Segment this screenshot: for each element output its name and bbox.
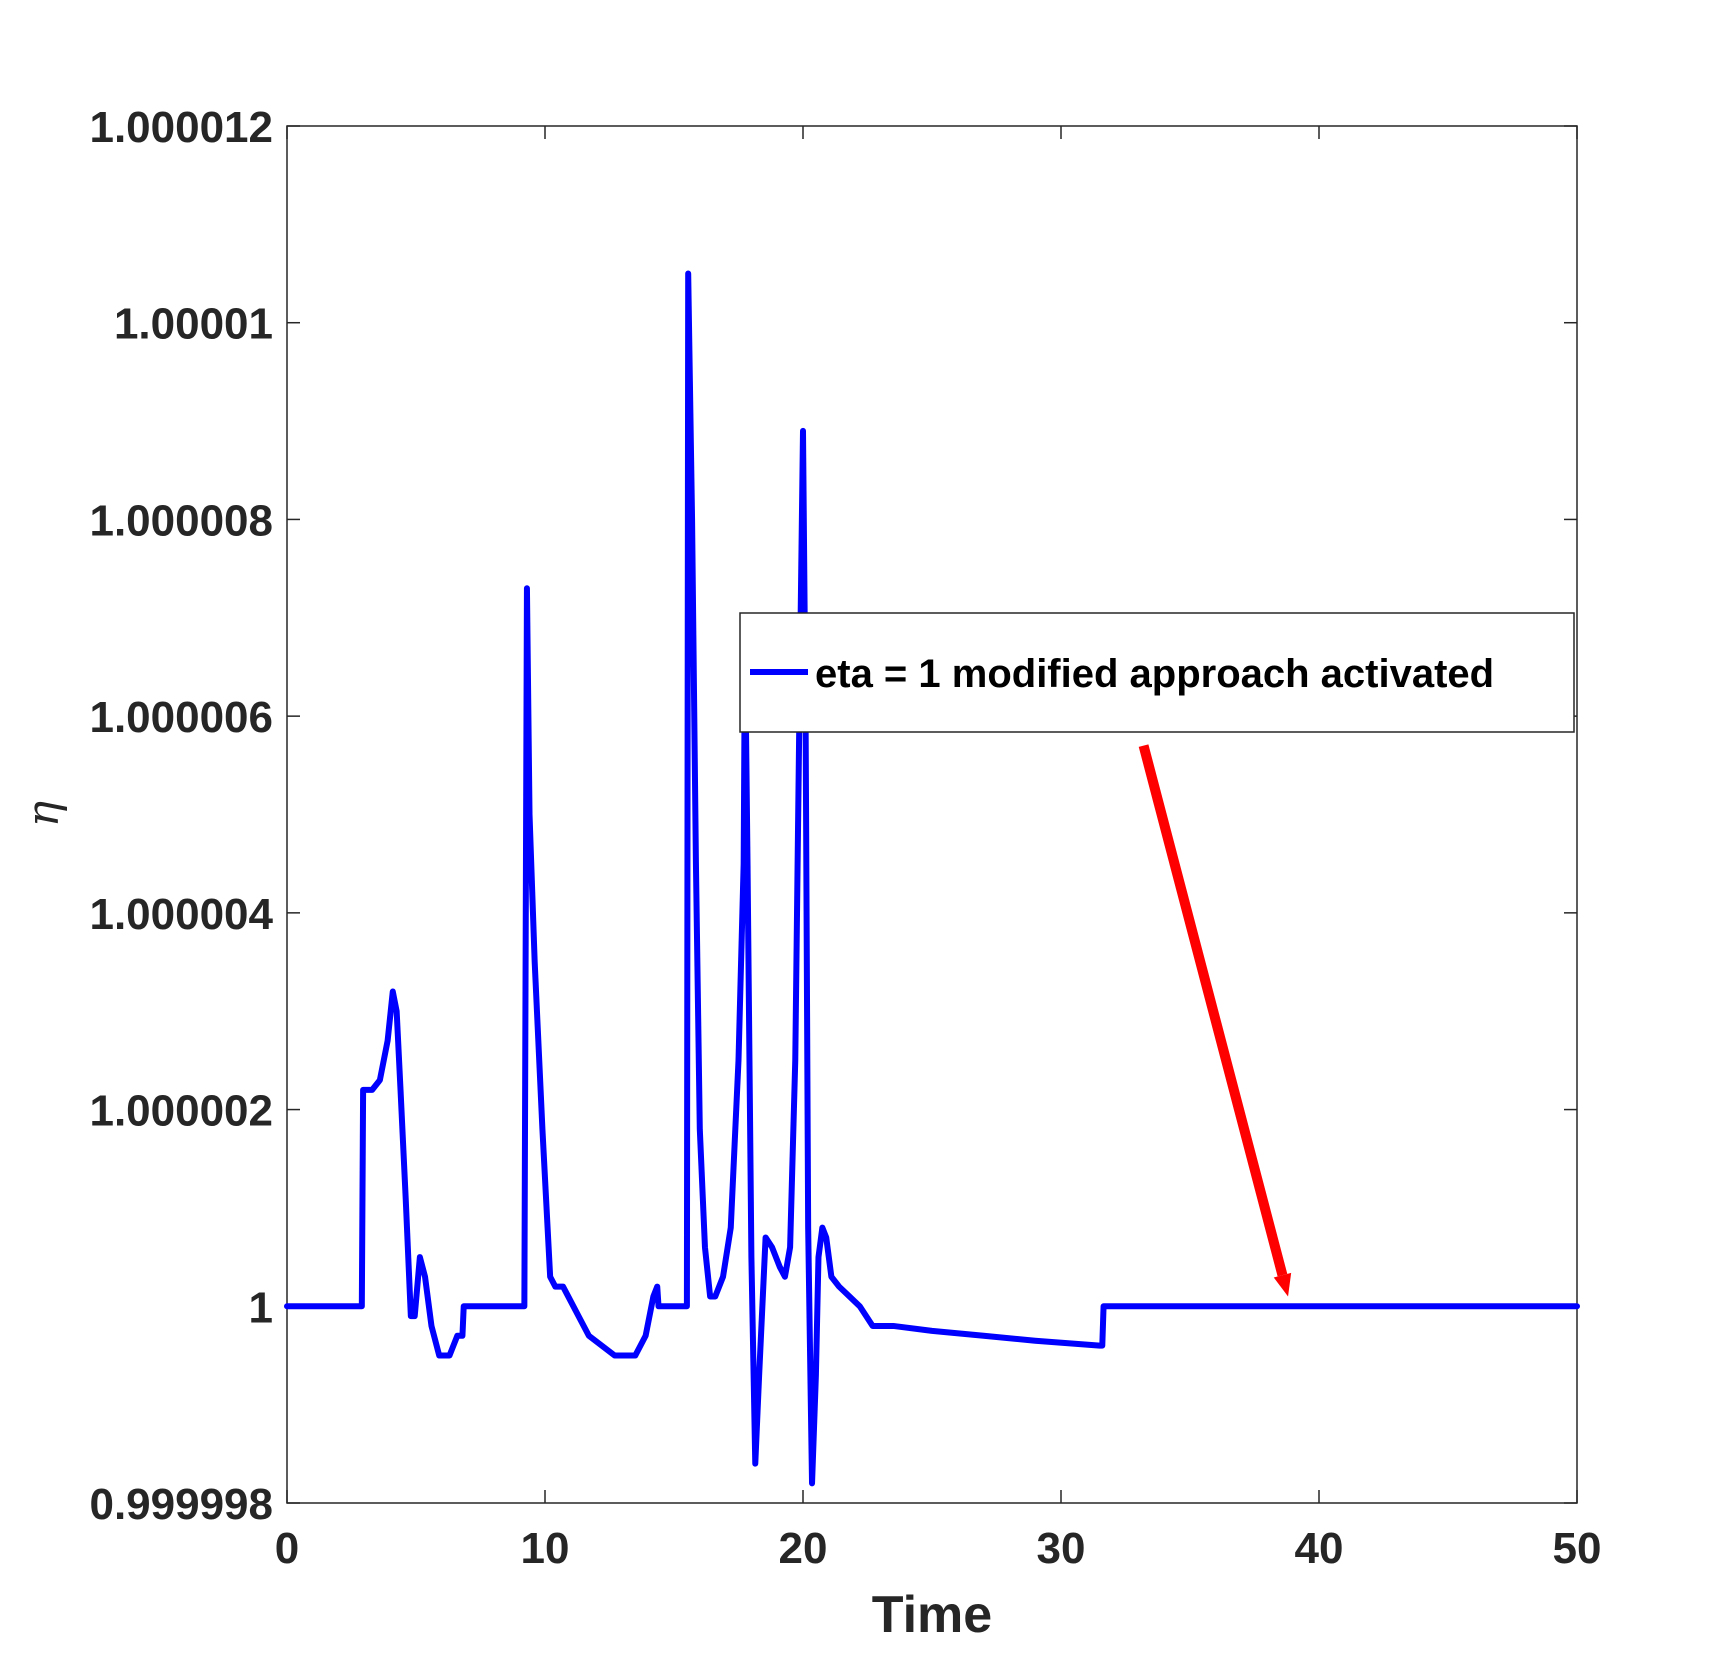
y-tick-labels: 0.999998 1 1.000002 1.000004 1.000006 1.00000…: [89, 103, 273, 1529]
y-tick-label: 1.000008: [89, 496, 273, 545]
y-tick-label: 1.000006: [89, 693, 273, 742]
x-tick-label: 10: [521, 1524, 570, 1573]
y-tick-label: 1.000004: [89, 890, 273, 939]
series-layer: [284, 270, 1580, 1487]
annotation-arrow-shaft: [1138, 744, 1288, 1277]
x-tick-label: 50: [1553, 1524, 1602, 1573]
x-tick-label: 0: [275, 1524, 299, 1573]
legend-box: [739, 612, 1575, 733]
annotation-layer: [1138, 744, 1292, 1297]
y-tick-label: 0.999998: [89, 1480, 273, 1529]
x-tick-label: 20: [779, 1524, 828, 1573]
y-tick-label: 1.000012: [89, 103, 273, 152]
series-line-0: [284, 270, 1580, 1487]
y-axis-title: η: [18, 801, 69, 827]
y-tick-label: 1: [249, 1283, 273, 1332]
y-tick-label: 1.00001: [114, 300, 273, 349]
legend-entry-label: eta = 1 modified approach activated: [815, 652, 1494, 696]
x-tick-label: 30: [1037, 1524, 1086, 1573]
x-axis-title: Time: [872, 1586, 992, 1644]
plot-area: [286, 125, 1578, 1504]
x-tick-label: 40: [1295, 1524, 1344, 1573]
legend[interactable]: eta = 1 modified approach activated: [739, 612, 1575, 733]
annotation-arrow-head: [1273, 1272, 1292, 1297]
x-tick-labels: 0 10 20 30 40 50: [275, 1524, 1602, 1573]
y-tick-label: 1.000002: [89, 1087, 273, 1136]
